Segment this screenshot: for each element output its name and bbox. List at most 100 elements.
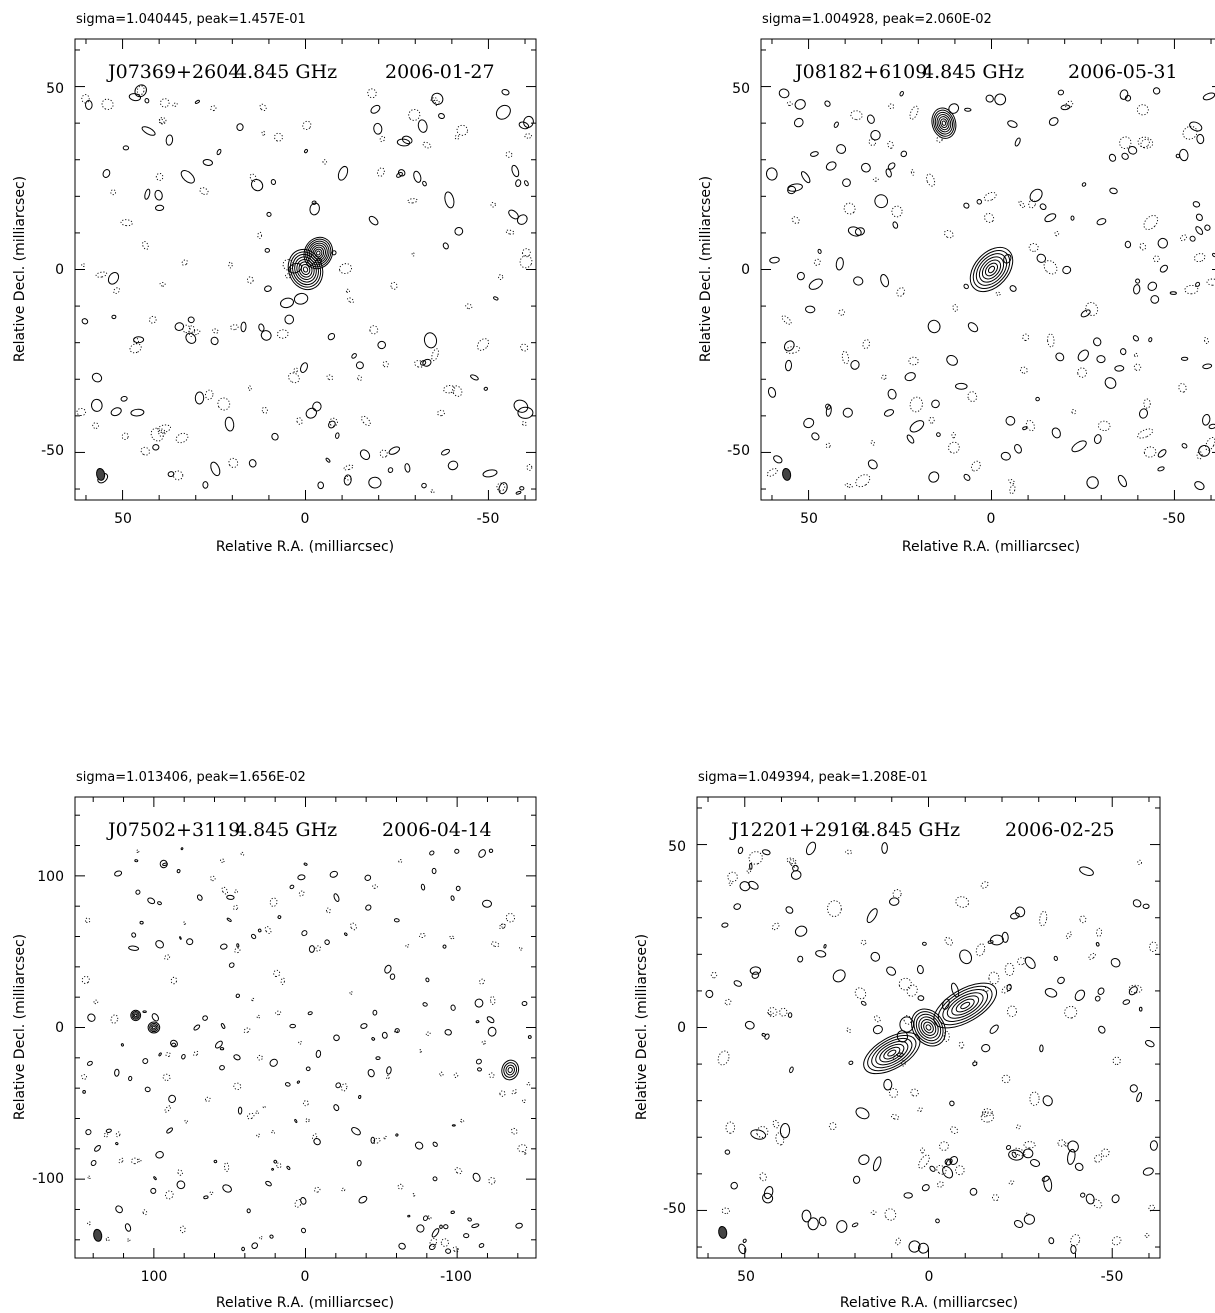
positive-contour (309, 202, 320, 216)
positive-contour (315, 1049, 322, 1058)
negative-contour (160, 98, 170, 108)
positive-contour (733, 980, 743, 987)
positive-contour (297, 874, 306, 881)
positive-contour (1044, 988, 1058, 998)
positive-contour (85, 1129, 92, 1136)
positive-contour (142, 1058, 149, 1065)
source-contour-lobe (501, 1059, 520, 1081)
contour-plot: J12201+2916 4.845 GHz 2006-02-25 50 0 -5… (634, 796, 1161, 1311)
negative-contour (1023, 1141, 1036, 1149)
positive-contour (482, 469, 498, 478)
negative-contour (325, 907, 331, 914)
source-contour-core (300, 263, 311, 276)
source-contour-lobe (503, 1062, 518, 1078)
positive-contour (343, 474, 352, 486)
negative-contour (115, 1131, 121, 1138)
positive-contour (959, 949, 973, 965)
positive-contour (762, 849, 771, 856)
positive-contour (1070, 1245, 1077, 1254)
positive-contour (110, 407, 122, 417)
positive-contour (784, 359, 793, 372)
positive-contour (495, 104, 511, 120)
negative-contour (1057, 1139, 1066, 1147)
positive-contour (1195, 226, 1204, 235)
negative-contour (983, 191, 997, 202)
negative-contour (1070, 1234, 1081, 1247)
y-tick-label: 0 (55, 262, 64, 278)
negative-contour (1136, 104, 1149, 116)
positive-contour (128, 945, 140, 951)
positive-contour (517, 406, 534, 419)
negative-contour (888, 103, 895, 110)
positive-contour (1098, 1025, 1106, 1034)
positive-contour (368, 215, 379, 226)
negative-contour (855, 474, 871, 488)
negative-contour (943, 229, 954, 239)
positive-contour (235, 993, 240, 999)
negative-contour (1079, 915, 1087, 924)
negative-contour (1119, 136, 1132, 149)
negative-contour (228, 261, 233, 269)
positive-contour (1114, 365, 1125, 372)
positive-contour (300, 1197, 307, 1205)
positive-contour (194, 99, 200, 104)
positive-contour (1138, 1006, 1143, 1012)
negative-contour (517, 1144, 528, 1153)
negative-contour (779, 1007, 788, 1017)
positive-contour (1000, 451, 1011, 461)
positive-contour (1022, 426, 1028, 431)
positive-contour (928, 471, 940, 483)
positive-contour (874, 194, 889, 209)
positive-contour (87, 1013, 96, 1022)
source-contour-knot (134, 1013, 138, 1018)
negative-contour (1019, 366, 1028, 374)
positive-contour (477, 1067, 482, 1072)
positive-contour (94, 1145, 101, 1152)
negative-contour (407, 198, 418, 204)
positive-contour (1074, 989, 1086, 1002)
negative-contour (490, 201, 496, 208)
negative-contour (526, 463, 533, 471)
source-contours (130, 1009, 520, 1081)
source-contour-counter-jet (863, 1032, 921, 1075)
negative-contour (262, 1105, 266, 1109)
positive-contour (384, 964, 392, 974)
positive-contour (124, 1223, 132, 1232)
y-tick-label: 0 (741, 262, 750, 278)
positive-contour (91, 372, 103, 383)
source-contour-core (147, 1021, 161, 1034)
negative-contour (398, 859, 403, 864)
negative-contour (298, 1040, 303, 1045)
positive-contour (90, 1159, 97, 1167)
positive-contour (794, 99, 806, 110)
negative-contour (431, 348, 439, 362)
positive-contour (742, 1238, 747, 1243)
positive-contour (308, 945, 315, 953)
positive-contour (438, 113, 445, 119)
positive-contour (1053, 955, 1058, 961)
positive-contour (279, 297, 295, 309)
negative-contour (454, 134, 460, 140)
positive-contour (337, 165, 349, 181)
y-tick-label: 50 (732, 81, 750, 97)
positive-contour (803, 417, 815, 429)
x-tick-label: -50 (477, 511, 500, 527)
source-contour-jet (303, 236, 334, 270)
positive-contour (818, 1216, 827, 1227)
negative-contour (288, 372, 300, 384)
negative-contour (980, 1111, 995, 1123)
positive-contour (483, 386, 488, 391)
positive-contour (787, 185, 797, 195)
positive-contour (1007, 120, 1018, 128)
positive-contour (851, 1222, 859, 1228)
negative-contour (868, 138, 877, 146)
positive-contour (241, 1246, 246, 1252)
positive-contour (860, 162, 871, 173)
negative-contour (522, 1099, 526, 1104)
positive-contour (202, 1015, 208, 1021)
positive-contour (1014, 137, 1021, 147)
positive-contour (751, 971, 760, 979)
negative-contour (136, 85, 145, 96)
y-tick-label: 0 (55, 1020, 64, 1036)
positive-contour (248, 459, 257, 468)
